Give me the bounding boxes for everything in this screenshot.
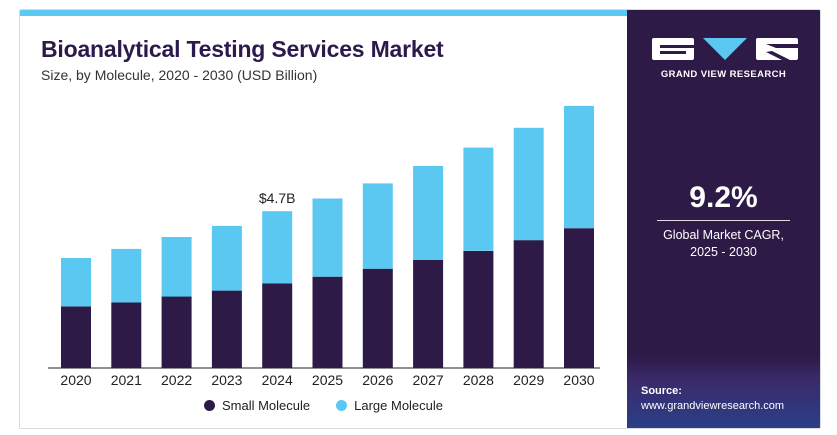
x-tick-2028: 2028 [463, 372, 494, 388]
cagr-divider [657, 220, 790, 221]
x-tick-2025: 2025 [312, 372, 343, 388]
x-tick-2026: 2026 [362, 372, 393, 388]
bar-small-molecule-2029 [513, 240, 544, 368]
bar-large-molecule-2020 [61, 258, 91, 307]
bar-large-molecule-2021 [111, 248, 142, 303]
brand-name: GRAND VIEW RESEARCH [660, 69, 787, 80]
bar-small-molecule-2024 [262, 283, 293, 368]
legend: Small Molecule Large Molecule [20, 398, 627, 413]
data-label-2024: $4.7B [259, 190, 296, 206]
bar-small-molecule-2028 [463, 250, 494, 368]
legend-swatch-large-molecule [336, 400, 348, 411]
legend-label-small-molecule: Small Molecule [221, 398, 311, 413]
accent-bar [20, 10, 627, 16]
chart-panel: Bioanalytical Testing Services Market Si… [20, 16, 627, 428]
bar-small-molecule-2020 [61, 306, 91, 368]
bar-small-molecule-2030 [564, 228, 594, 368]
x-tick-2030: 2030 [563, 372, 594, 388]
bar-small-molecule-2025 [312, 276, 343, 368]
cagr-value: 9.2% [689, 181, 758, 214]
chart-card: Bioanalytical Testing Services Market Si… [19, 9, 821, 429]
cagr-label: Global Market CAGR, 2025 - 2030 [627, 227, 820, 261]
source-link[interactable]: www.grandviewresearch.com [641, 400, 785, 412]
x-tick-2027: 2027 [413, 372, 444, 388]
x-tick-2023: 2023 [211, 372, 242, 388]
bar-small-molecule-2026 [362, 268, 393, 368]
bar-large-molecule-2022 [161, 237, 192, 297]
legend-swatch-small-molecule [203, 400, 215, 411]
chart-subtitle: Size, by Molecule, 2020 - 2030 (USD Bill… [41, 67, 318, 83]
x-tick-2029: 2029 [513, 372, 544, 388]
x-tick-2022: 2022 [161, 372, 192, 388]
bar-small-molecule-2027 [413, 260, 444, 368]
bar-large-molecule-2026 [362, 183, 393, 269]
bar-large-molecule-2024 [262, 211, 293, 284]
bar-large-molecule-2023 [211, 225, 242, 291]
bar-small-molecule-2021 [111, 302, 142, 368]
legend-label-large-molecule: Large Molecule [354, 398, 444, 413]
legend-item-large-molecule: Large Molecule [336, 398, 443, 413]
grand-view-research-logo [652, 38, 798, 60]
x-tick-labels: 2020 2021 2022 2023 2024 2025 2026 2027 2028 2029… [60, 372, 594, 388]
x-tick-2020: 2020 [60, 372, 91, 388]
chart-title: Bioanalytical Testing Services Market [41, 36, 444, 62]
annotations: $4.7B [259, 190, 296, 206]
bar-large-molecule-2029 [513, 127, 544, 241]
bar-large-molecule-2025 [312, 198, 343, 277]
bar-large-molecule-2028 [463, 147, 494, 251]
sidebar: GRAND VIEW RESEARCH 9.2% Global Market C… [627, 10, 820, 428]
cagr-label-line1: Global Market CAGR, [663, 228, 784, 242]
x-tick-2024: 2024 [262, 372, 293, 388]
source-title: Source: [641, 385, 682, 397]
x-tick-2021: 2021 [111, 372, 142, 388]
legend-item-small-molecule: Small Molecule [203, 398, 311, 413]
bar-small-molecule-2022 [161, 296, 192, 368]
cagr-label-line2: 2025 - 2030 [690, 245, 757, 259]
bars-group [61, 105, 594, 368]
source-box: Source: www.grandviewresearch.com [627, 355, 820, 428]
bar-small-molecule-2023 [211, 290, 242, 368]
bar-chart: 2020 2021 2022 2023 2024 2025 2026 2027 2028 2029… [48, 105, 600, 388]
bar-large-molecule-2030 [564, 105, 594, 229]
bar-large-molecule-2027 [413, 165, 444, 260]
